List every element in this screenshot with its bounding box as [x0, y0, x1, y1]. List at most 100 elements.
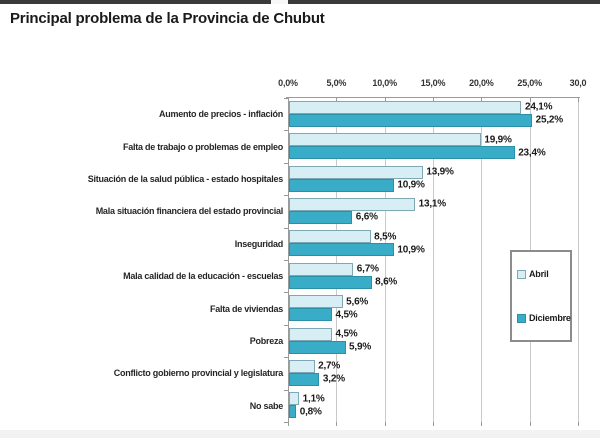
value-label: 6,7% — [356, 263, 379, 275]
x-axis-tick-label: 25,0% — [517, 78, 542, 88]
legend-item-abril: Abril — [517, 269, 570, 279]
bar-diciembre — [288, 275, 372, 289]
category-label: Mala situación financiera del estado pro… — [95, 206, 284, 217]
value-label: 25,2% — [535, 114, 564, 126]
x-axis-tick-top — [336, 97, 338, 102]
x-axis-tick-bottom — [433, 422, 434, 426]
category-label: Conflicto gobierno provincial y legislat… — [113, 368, 284, 379]
bar-abril — [288, 262, 354, 276]
y-axis-category-tick — [284, 227, 288, 229]
x-axis-tick-bottom — [336, 422, 338, 426]
x-axis-tick-label: 10,0% — [372, 78, 397, 88]
bar-abril — [288, 133, 481, 147]
bar-diciembre — [288, 243, 394, 257]
value-label: 8,5% — [374, 231, 397, 243]
gridline — [384, 98, 386, 422]
chart-legend: Abril Diciembre — [510, 250, 572, 342]
x-axis-tick-top — [384, 97, 386, 102]
value-label: 19,9% — [484, 134, 512, 146]
bottom-strip — [0, 430, 600, 438]
value-label: 5,6% — [346, 296, 369, 308]
y-axis-category-tick — [284, 357, 288, 359]
bar-diciembre — [288, 178, 394, 192]
x-axis-tick-bottom — [288, 422, 289, 426]
bar-diciembre — [288, 210, 353, 224]
value-label: 4,5% — [335, 309, 358, 321]
y-axis-category-tick — [284, 195, 288, 197]
x-axis-tick-label: 20,0% — [469, 78, 494, 88]
bar-diciembre — [288, 372, 320, 386]
bar-diciembre — [288, 308, 332, 322]
value-label: 23,4% — [518, 147, 546, 159]
y-axis-category-tick — [284, 162, 288, 164]
value-label: 8,6% — [375, 276, 398, 288]
legend-swatch-diciembre-icon — [517, 313, 526, 323]
value-label: 10,9% — [397, 179, 425, 191]
x-axis-line — [286, 97, 580, 98]
window-top-bar — [0, 0, 600, 4]
legend-item-diciembre: Diciembre — [517, 313, 571, 323]
x-axis-tick-bottom — [529, 422, 531, 426]
category-label: Pobreza — [249, 336, 284, 346]
x-axis-tick-bottom — [481, 422, 483, 426]
x-axis-tick-top — [481, 97, 483, 102]
x-axis-tick-bottom — [384, 422, 386, 426]
y-axis-category-tick — [284, 422, 288, 423]
y-axis-category-tick — [284, 292, 288, 294]
bar-abril — [288, 295, 343, 309]
value-label: 13,1% — [418, 198, 447, 210]
bar-diciembre — [288, 340, 346, 354]
bar-diciembre — [288, 113, 533, 127]
bar-diciembre — [288, 146, 515, 160]
y-axis-line — [288, 97, 289, 422]
bar-abril — [288, 197, 416, 211]
value-label: 10,9% — [397, 244, 425, 256]
bar-abril — [288, 359, 315, 373]
window-top-bar-gap — [271, 0, 288, 4]
x-axis-tick-top — [578, 97, 579, 102]
category-label: Falta de trabajo o problemas de empleo — [122, 141, 283, 152]
bar-abril — [288, 327, 332, 341]
category-label: Falta de viviendas — [209, 303, 283, 314]
x-axis-tick-label: 0,0% — [278, 78, 298, 88]
value-label: 3,2% — [322, 373, 345, 385]
value-label: 1,1% — [302, 393, 325, 405]
value-label: 2,7% — [318, 360, 341, 372]
x-axis-tick-label: 5,0% — [326, 78, 347, 88]
x-axis-tick-bottom — [578, 422, 579, 426]
gridline — [578, 98, 579, 422]
bar-abril — [288, 165, 423, 179]
y-axis-category-tick — [284, 389, 288, 391]
bar-abril — [288, 392, 300, 406]
bar-abril — [288, 100, 522, 114]
category-label: Inseguridad — [234, 238, 284, 249]
gridline — [336, 98, 338, 422]
y-axis-category-tick — [284, 260, 288, 261]
bar-diciembre — [288, 405, 297, 419]
bar-abril — [288, 230, 371, 244]
y-axis-category-tick — [284, 130, 288, 132]
gridline — [433, 98, 434, 422]
category-label: No sabe — [249, 400, 284, 411]
legend-label: Abril — [529, 269, 549, 279]
value-label: 5,9% — [349, 341, 372, 353]
value-label: 4,5% — [335, 328, 358, 340]
chart-title: Principal problema de la Provincia de Ch… — [10, 10, 325, 27]
x-axis-tick-label: 30,0 — [569, 78, 587, 88]
gridline — [481, 98, 483, 422]
value-label: 13,9% — [426, 166, 454, 178]
y-axis-category-tick — [284, 98, 288, 99]
category-label: Aumento de precios - inflación — [158, 109, 283, 120]
value-label: 6,6% — [355, 211, 378, 223]
value-label: 24,1% — [524, 101, 553, 113]
value-label: 0,8% — [299, 406, 322, 418]
legend-label: Diciembre — [529, 313, 571, 323]
x-axis-tick-label: 15,0% — [420, 78, 446, 88]
x-axis-tick-top — [529, 97, 531, 102]
category-label: Situación de la salud pública - estado h… — [87, 174, 284, 184]
y-axis-category-tick — [284, 324, 288, 326]
x-axis-tick-top — [433, 97, 434, 102]
category-label: Mala calidad de la educación - escuelas — [123, 271, 283, 282]
legend-swatch-abril-icon — [517, 269, 526, 279]
